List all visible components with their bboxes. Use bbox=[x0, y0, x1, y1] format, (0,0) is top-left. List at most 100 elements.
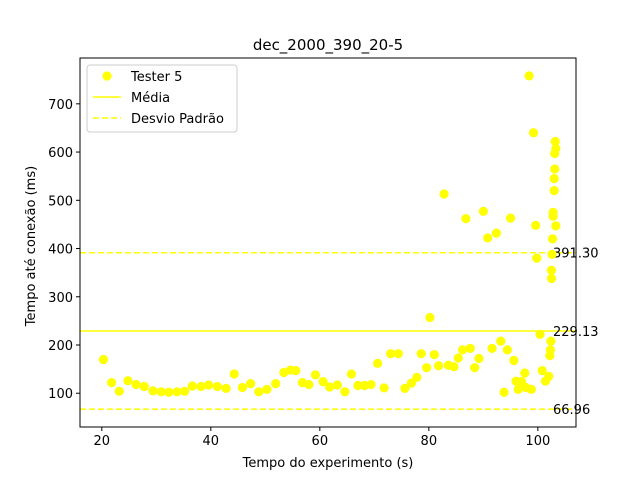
data-point bbox=[196, 381, 206, 392]
legend-label: Tester 5 bbox=[130, 70, 182, 85]
data-point bbox=[212, 381, 222, 392]
data-point bbox=[535, 329, 545, 339]
data-point bbox=[139, 381, 149, 392]
data-point bbox=[131, 379, 141, 390]
data-point bbox=[502, 345, 512, 355]
data-point bbox=[505, 213, 516, 223]
x-axis-label: Tempo do experimento (s) bbox=[242, 456, 414, 471]
x-tick-label: 20 bbox=[94, 434, 111, 449]
data-point bbox=[318, 377, 328, 387]
data-point bbox=[237, 382, 248, 393]
data-point bbox=[393, 349, 403, 359]
data-point bbox=[229, 369, 239, 379]
data-point bbox=[546, 265, 557, 275]
x-tick-label: 60 bbox=[312, 434, 329, 449]
data-point bbox=[461, 214, 471, 224]
data-point bbox=[499, 387, 509, 397]
data-point bbox=[98, 354, 109, 365]
legend-box bbox=[86, 64, 238, 133]
y-tick-label: 200 bbox=[48, 339, 73, 354]
data-point bbox=[474, 353, 484, 364]
legend-label: Média bbox=[131, 91, 170, 106]
data-point bbox=[254, 387, 264, 397]
data-point bbox=[549, 173, 559, 184]
axes-frame bbox=[79, 57, 577, 428]
data-point bbox=[180, 386, 190, 396]
data-point bbox=[325, 382, 335, 392]
data-point bbox=[551, 144, 561, 154]
data-point bbox=[107, 378, 117, 388]
data-point bbox=[304, 379, 314, 390]
data-point bbox=[400, 383, 410, 394]
data-point bbox=[332, 380, 342, 390]
data-point bbox=[449, 362, 459, 372]
data-point bbox=[412, 372, 422, 382]
data-point bbox=[528, 128, 539, 138]
data-point bbox=[422, 363, 432, 373]
data-point bbox=[262, 384, 272, 394]
y-tick-label: 300 bbox=[48, 291, 73, 306]
data-point bbox=[453, 353, 463, 363]
x-tick-label: 80 bbox=[421, 434, 438, 449]
data-point bbox=[546, 336, 556, 346]
data-point bbox=[491, 228, 502, 238]
chart-title: dec_2000_390_20-5 bbox=[253, 36, 403, 55]
data-point bbox=[544, 371, 554, 381]
data-point bbox=[549, 186, 559, 196]
data-point bbox=[164, 387, 174, 397]
data-point bbox=[148, 386, 158, 396]
data-point bbox=[246, 378, 256, 389]
data-point bbox=[548, 207, 558, 217]
data-point bbox=[483, 233, 493, 243]
data-point bbox=[550, 164, 560, 174]
data-point bbox=[545, 345, 555, 355]
data-point bbox=[513, 384, 523, 394]
legend-label: Desvio Padrão bbox=[131, 112, 224, 127]
data-point bbox=[221, 383, 231, 394]
data-point bbox=[470, 363, 480, 373]
data-point bbox=[172, 387, 182, 397]
data-point bbox=[416, 349, 426, 359]
data-point bbox=[547, 249, 557, 259]
data-point bbox=[340, 387, 350, 397]
data-point bbox=[310, 370, 321, 380]
y-tick-label: 400 bbox=[48, 243, 73, 258]
data-point bbox=[429, 350, 439, 360]
data-point bbox=[386, 349, 396, 359]
data-point bbox=[531, 220, 541, 230]
data-point bbox=[537, 365, 547, 376]
data-point bbox=[465, 343, 475, 353]
data-point bbox=[439, 189, 449, 199]
data-point bbox=[496, 336, 506, 346]
data-point bbox=[114, 386, 124, 396]
data-point bbox=[187, 381, 197, 391]
data-point bbox=[547, 234, 558, 244]
data-point bbox=[532, 253, 542, 263]
y-tick-label: 100 bbox=[48, 387, 73, 402]
y-tick-label: 500 bbox=[48, 194, 73, 209]
data-point bbox=[271, 378, 281, 389]
data-point bbox=[204, 380, 214, 390]
legend-marker bbox=[102, 71, 112, 81]
x-tick-label: 100 bbox=[525, 434, 550, 449]
data-point bbox=[458, 345, 468, 355]
data-point bbox=[406, 378, 416, 388]
data-point bbox=[291, 365, 301, 376]
data-point bbox=[379, 383, 389, 393]
data-point bbox=[425, 312, 435, 323]
data-point bbox=[550, 136, 560, 147]
data-point bbox=[156, 387, 166, 397]
data-point bbox=[487, 343, 497, 353]
x-tick-label: 40 bbox=[203, 434, 220, 449]
data-point bbox=[524, 71, 534, 81]
data-point bbox=[551, 221, 561, 231]
data-point bbox=[478, 206, 488, 216]
data-point bbox=[346, 369, 357, 379]
data-point bbox=[353, 380, 363, 391]
data-point bbox=[123, 376, 133, 386]
y-tick-label: 600 bbox=[48, 146, 73, 161]
data-point bbox=[546, 273, 557, 284]
data-point bbox=[366, 379, 376, 390]
